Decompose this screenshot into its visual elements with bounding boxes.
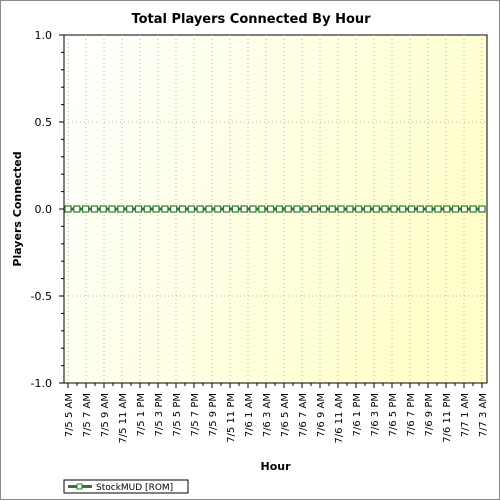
data-point bbox=[381, 205, 389, 213]
data-point bbox=[460, 205, 468, 213]
x-tick-label: 7/5 1 PM bbox=[136, 393, 147, 436]
data-point bbox=[161, 205, 169, 213]
x-tick-label: 7/5 3 PM bbox=[154, 393, 165, 436]
x-tick-label: 7/5 7 PM bbox=[190, 393, 201, 436]
data-point bbox=[205, 205, 213, 213]
data-point bbox=[99, 205, 107, 213]
data-point bbox=[284, 205, 292, 213]
x-tick-label: 7/6 3 PM bbox=[370, 393, 381, 436]
chart-title: Total Players Connected By Hour bbox=[131, 12, 371, 27]
data-point bbox=[451, 205, 460, 213]
legend-swatch-marker bbox=[76, 483, 83, 490]
legend-swatch bbox=[68, 483, 92, 490]
data-point bbox=[187, 205, 195, 213]
x-tick-label: 7/6 7 AM bbox=[298, 393, 309, 437]
data-point bbox=[443, 205, 451, 213]
data-point bbox=[73, 205, 81, 213]
data-point bbox=[231, 205, 239, 213]
data-point bbox=[90, 205, 99, 213]
x-tick-label: 7/6 11 AM bbox=[334, 393, 345, 444]
x-axis-label: Hour bbox=[260, 460, 291, 473]
data-point bbox=[64, 205, 72, 213]
data-point bbox=[196, 205, 204, 213]
x-tick-label: 7/6 5 PM bbox=[388, 393, 399, 436]
data-point bbox=[240, 205, 248, 213]
x-tick-label: 7/6 9 AM bbox=[316, 393, 327, 437]
x-tick-label: 7/6 1 AM bbox=[244, 393, 255, 437]
data-point bbox=[293, 205, 301, 213]
data-point bbox=[416, 205, 424, 213]
x-tick-label: 7/5 7 AM bbox=[82, 393, 93, 437]
x-tick-label: 7/6 7 PM bbox=[406, 393, 417, 436]
data-point bbox=[178, 205, 187, 213]
data-point bbox=[143, 205, 151, 213]
legend: StockMUD [ROM] bbox=[63, 479, 189, 494]
data-point bbox=[152, 205, 160, 213]
x-tick-label: 7/5 11 PM bbox=[226, 393, 237, 443]
y-tick-label: 0.0 bbox=[35, 203, 53, 216]
x-tick-label: 7/5 9 PM bbox=[208, 393, 219, 436]
data-point bbox=[407, 205, 416, 213]
data-point bbox=[346, 205, 354, 213]
y-tick-label: -1.0 bbox=[31, 377, 52, 390]
x-tick-label: 7/5 11 AM bbox=[118, 393, 129, 444]
series-layer bbox=[64, 205, 486, 213]
y-tick-labels: 1.0 0.5 0.0 -0.5 -1.0 bbox=[31, 29, 52, 390]
x-tick-label: 7/7 3 AM bbox=[478, 393, 489, 437]
data-point bbox=[266, 205, 275, 213]
data-point bbox=[363, 205, 372, 213]
data-point bbox=[117, 205, 125, 213]
x-tick-label: 7/6 5 AM bbox=[280, 393, 291, 437]
data-point bbox=[82, 205, 90, 213]
data-point bbox=[275, 205, 284, 213]
x-tick-label: 7/6 9 PM bbox=[424, 393, 435, 436]
data-point bbox=[399, 205, 407, 213]
data-point bbox=[478, 205, 486, 213]
data-point bbox=[337, 205, 345, 213]
data-point bbox=[319, 205, 328, 213]
data-point bbox=[425, 205, 433, 213]
data-point bbox=[170, 205, 178, 213]
y-tick-label: 0.5 bbox=[35, 116, 53, 129]
x-tick-label: 7/7 1 AM bbox=[460, 393, 471, 437]
x-tick-label: 7/5 5 AM bbox=[64, 393, 75, 437]
data-point bbox=[469, 205, 477, 213]
data-point bbox=[249, 205, 257, 213]
data-point bbox=[372, 205, 380, 213]
data-point bbox=[328, 205, 336, 213]
x-tick-label: 7/5 9 AM bbox=[100, 393, 111, 437]
x-tick-label: 7/6 1 PM bbox=[352, 393, 363, 436]
data-point bbox=[355, 205, 363, 213]
data-point bbox=[222, 205, 231, 213]
x-tick-label: 7/5 5 PM bbox=[172, 393, 183, 436]
axes bbox=[59, 34, 483, 388]
data-point bbox=[126, 205, 134, 213]
data-point bbox=[302, 205, 310, 213]
y-tick-label: 1.0 bbox=[35, 29, 53, 42]
y-tick-label: -0.5 bbox=[31, 290, 52, 303]
data-point bbox=[134, 205, 143, 213]
legend-box bbox=[63, 479, 189, 494]
data-point bbox=[311, 205, 319, 213]
y-axis-label: Players Connected bbox=[11, 151, 24, 266]
data-point bbox=[390, 205, 398, 213]
x-tick-label: 7/6 3 AM bbox=[262, 393, 273, 437]
data-point bbox=[214, 205, 222, 213]
data-point bbox=[108, 205, 116, 213]
x-tick-labels: 7/5 5 AM 7/5 7 AM 7/5 9 AM 7/5 11 AM 7/5 1 P… bbox=[64, 393, 489, 444]
x-tick-label: 7/6 11 PM bbox=[442, 393, 453, 443]
data-point bbox=[434, 205, 442, 213]
legend-series-label: StockMUD [ROM] bbox=[96, 483, 173, 493]
data-point bbox=[258, 205, 266, 213]
